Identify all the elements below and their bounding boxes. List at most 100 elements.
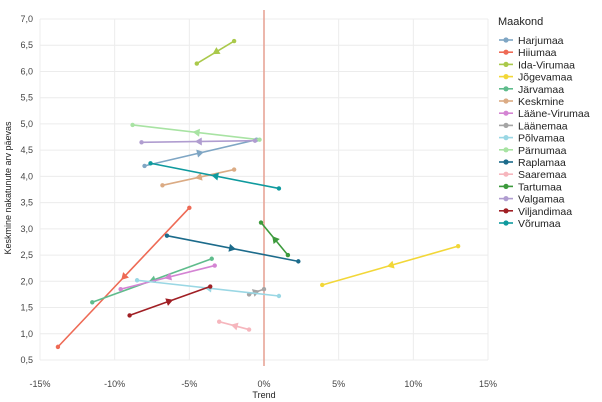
series-arrow bbox=[230, 322, 239, 331]
series-arrow bbox=[121, 272, 129, 280]
series-end-point bbox=[261, 286, 267, 292]
legend-label: Põlvamaa bbox=[518, 133, 565, 145]
legend-item: Tartumaa bbox=[499, 181, 562, 193]
x-tick-label: 10% bbox=[404, 379, 422, 389]
series-end-point bbox=[296, 259, 301, 264]
series-end-point bbox=[139, 140, 144, 145]
series-end-point bbox=[90, 300, 95, 305]
series-Viljandimaa bbox=[127, 284, 213, 318]
legend-swatch-point bbox=[503, 61, 509, 67]
series-Jõgevamaa bbox=[320, 243, 461, 288]
series-end-point bbox=[148, 161, 153, 166]
legend-label: Harjumaa bbox=[518, 35, 564, 47]
series-end-point bbox=[55, 344, 61, 350]
series-Raplamaa bbox=[164, 233, 301, 264]
series-start-point bbox=[127, 313, 132, 318]
legend-swatch-point bbox=[503, 220, 509, 226]
legend-label: Saaremaa bbox=[518, 169, 567, 181]
legend-item: Viljandimaa bbox=[499, 206, 572, 218]
series-start-point bbox=[276, 186, 282, 191]
y-tick-label: 3,5 bbox=[20, 198, 33, 208]
series-end-point bbox=[118, 286, 123, 292]
legend-label: Läänemaa bbox=[518, 120, 568, 132]
legend-item: Hiiumaa bbox=[499, 47, 557, 59]
series-arrows bbox=[55, 38, 461, 350]
series-start-point bbox=[231, 38, 237, 44]
series-arrow bbox=[164, 272, 173, 281]
legend-label: Keskmine bbox=[518, 96, 564, 108]
legend: Maakond HarjumaaHiiumaaIda-VirumaaJõgeva… bbox=[498, 16, 590, 230]
series-arrow bbox=[212, 47, 221, 55]
series-Ida-Virumaa bbox=[194, 38, 237, 66]
series-arrow bbox=[386, 260, 395, 269]
series-Keskmine bbox=[160, 167, 237, 188]
legend-swatch-point bbox=[503, 183, 509, 189]
y-tick-label: 4,0 bbox=[20, 171, 33, 181]
legend-swatch-point bbox=[503, 122, 509, 128]
y-tick-label: 7,0 bbox=[20, 14, 33, 24]
legend-item: Järvamaa bbox=[499, 84, 564, 96]
series-Saaremaa bbox=[217, 319, 252, 332]
series-arrow bbox=[194, 137, 202, 146]
legend-swatch-point bbox=[503, 110, 509, 116]
series-start-point bbox=[142, 163, 147, 169]
series-end-point bbox=[208, 284, 213, 289]
series-start-point bbox=[455, 243, 461, 249]
legend-swatch-point bbox=[503, 49, 509, 55]
legend-swatch-point bbox=[503, 74, 509, 80]
legend-label: Võrumaa bbox=[518, 218, 561, 230]
series-start-point bbox=[164, 233, 170, 238]
y-axis-ticks: 0,5 1,0 1,5 2,0 2,5 3,0 3,5 4,0 4,5 5,0 5,5 6,0 6,5 7… bbox=[20, 14, 33, 365]
legend-label: Pärnumaa bbox=[518, 145, 567, 157]
series-end-point bbox=[160, 183, 165, 188]
legend-label: Raplamaa bbox=[518, 157, 566, 169]
series-start-point bbox=[187, 205, 192, 211]
x-axis-ticks: -15% -10% -5% 0% 5% 10% 15% bbox=[29, 379, 497, 389]
series-end-point bbox=[320, 282, 325, 288]
legend-item: Valgamaa bbox=[499, 194, 565, 206]
legend-item: Läänemaa bbox=[499, 120, 568, 132]
x-tick-label: 0% bbox=[257, 379, 270, 389]
x-tick-label: -15% bbox=[29, 379, 50, 389]
y-tick-label: 6,0 bbox=[20, 66, 33, 76]
series-Pärnumaa bbox=[130, 122, 262, 142]
legend-label: Lääne-Virumaa bbox=[518, 108, 590, 120]
x-axis-label: Trend bbox=[252, 390, 275, 400]
legend-item: Lääne-Virumaa bbox=[499, 108, 590, 120]
series-end-point bbox=[130, 122, 135, 128]
series-arrow bbox=[194, 172, 203, 181]
legend-item: Harjumaa bbox=[499, 35, 564, 47]
series-Hiiumaa bbox=[55, 205, 192, 350]
legend-swatch-point bbox=[503, 159, 509, 165]
legend-item: Pärnumaa bbox=[499, 145, 567, 157]
legend-item: Ida-Virumaa bbox=[499, 59, 575, 71]
series-start-point bbox=[212, 263, 217, 268]
x-tick-label: 5% bbox=[332, 379, 345, 389]
series-end-point bbox=[194, 61, 199, 66]
legend-swatch-point bbox=[503, 196, 509, 202]
series-start-point bbox=[257, 137, 262, 142]
legend-item: Keskmine bbox=[499, 96, 564, 108]
legend-label: Jõgevamaa bbox=[518, 72, 572, 84]
legend-label: Valgamaa bbox=[518, 194, 565, 206]
legend-swatch-point bbox=[503, 147, 509, 153]
legend-swatch-point bbox=[503, 37, 509, 43]
legend-swatch-point bbox=[503, 208, 509, 214]
series-start-point bbox=[252, 138, 258, 143]
y-tick-label: 1,0 bbox=[20, 329, 33, 339]
series-end-point bbox=[258, 220, 264, 225]
y-tick-label: 1,5 bbox=[20, 303, 33, 313]
series-start-point bbox=[231, 167, 237, 172]
series-start-point bbox=[209, 256, 214, 261]
series-start-point bbox=[276, 293, 282, 299]
series-end-point bbox=[217, 319, 222, 324]
y-axis-label: Keskmine nakatunute arv päevas bbox=[3, 121, 13, 255]
legend-swatch-point bbox=[503, 98, 509, 104]
y-tick-label: 3,0 bbox=[20, 224, 33, 234]
legend-label: Ida-Virumaa bbox=[518, 59, 575, 71]
legend-swatch-point bbox=[503, 86, 509, 92]
y-tick-label: 5,5 bbox=[20, 93, 33, 103]
y-tick-label: 2,5 bbox=[20, 250, 33, 260]
series-arrow bbox=[272, 236, 280, 245]
